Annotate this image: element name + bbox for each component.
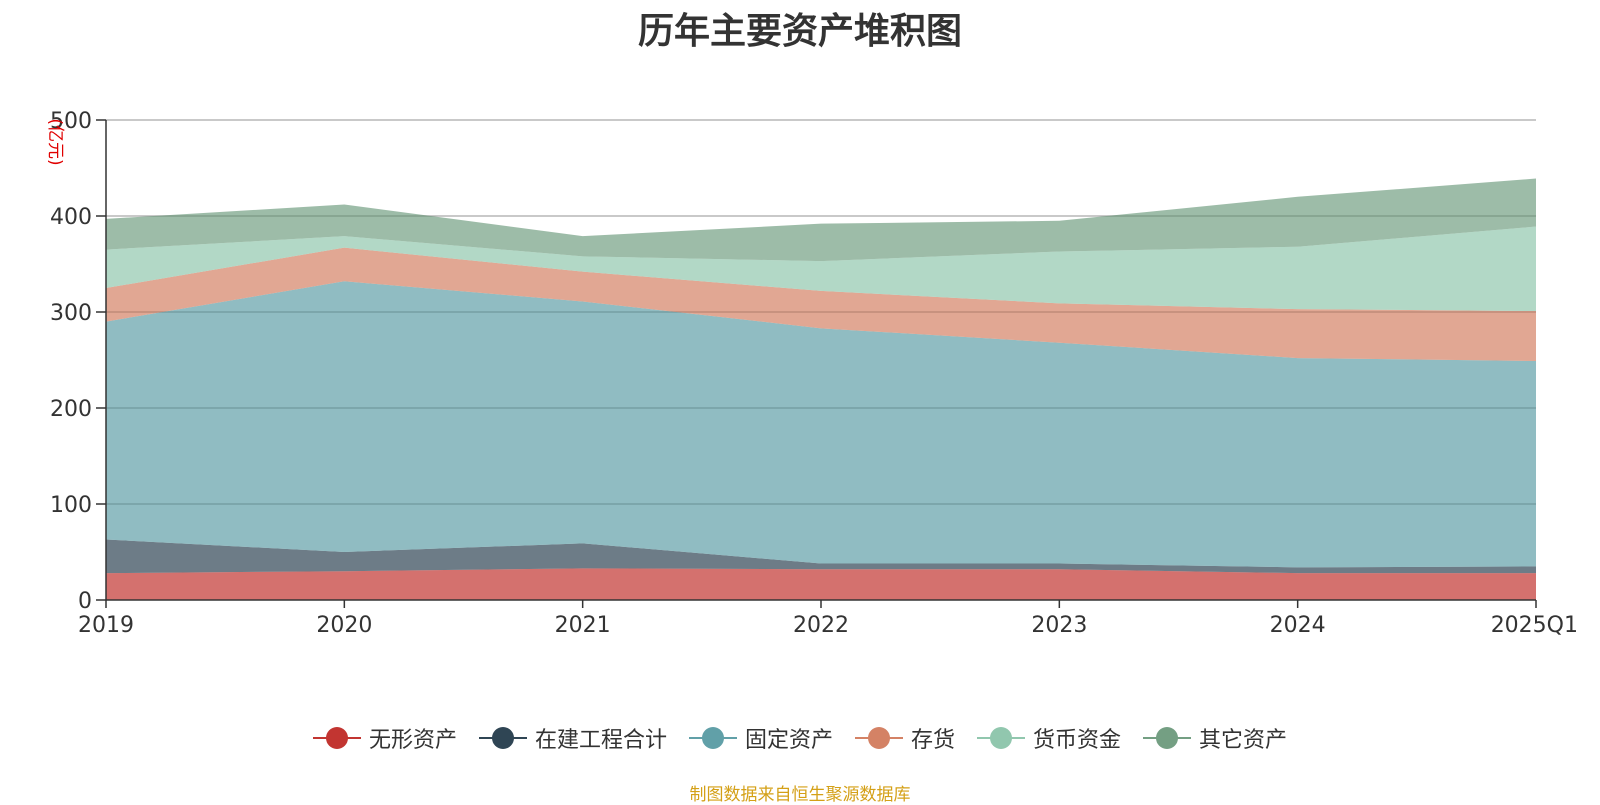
x-tick-label: 2023: [1031, 613, 1087, 638]
legend-label: 无形资产: [368, 728, 457, 753]
legend-marker-icon: [1143, 725, 1192, 751]
x-tick-label: 2021: [555, 613, 611, 638]
y-tick-label: 500: [50, 109, 92, 134]
x-tick-label: 2020: [316, 613, 372, 638]
data-source-note: 制图数据来自恒生聚源数据库: [689, 785, 911, 805]
x-tick-label: 2025Q1: [1491, 613, 1578, 638]
legend-item[interactable]: 其它资产: [1143, 722, 1287, 754]
legend-marker-icon: [855, 725, 903, 751]
legend: 无形资产 在建工程合计 固定资产 存货 货币资金 其它资产: [0, 722, 1600, 754]
chart-title: 历年主要资产堆积图: [637, 11, 962, 52]
legend-label: 在建工程合计: [534, 728, 667, 753]
legend-item[interactable]: 货币资金: [977, 722, 1121, 754]
legend-item[interactable]: 存货: [855, 722, 955, 754]
y-axis-label: (亿元): [45, 118, 65, 165]
legend-marker-icon: [977, 725, 1026, 751]
y-tick-label: 0: [78, 589, 92, 614]
axes: 0 100 200 300 400 500 2019 2020 2021 2022 2023 2024…: [50, 109, 1578, 638]
y-tick-label: 400: [50, 205, 92, 230]
y-tick-label: 200: [50, 397, 92, 422]
legend-label: 固定资产: [744, 728, 833, 753]
area-series-2: [106, 281, 1536, 568]
x-tick-label: 2024: [1270, 613, 1326, 638]
legend-item[interactable]: 固定资产: [688, 722, 833, 754]
legend-item[interactable]: 无形资产: [312, 722, 457, 754]
y-tick-label: 300: [50, 301, 92, 326]
area-series-5: [106, 178, 1536, 262]
area-series: [106, 119, 1536, 600]
area-series-0: [106, 568, 1536, 600]
area-series-3: [106, 247, 1536, 361]
area-series-1: [106, 539, 1536, 574]
legend-item[interactable]: 在建工程合计: [478, 722, 667, 754]
y-tick-label: 100: [50, 493, 92, 518]
legend-label: 货币资金: [1033, 728, 1122, 753]
x-tick-label: 2019: [78, 613, 134, 638]
legend-marker-icon: [478, 725, 527, 751]
legend-marker-icon: [312, 725, 361, 751]
legend-label: 存货: [911, 728, 956, 753]
area-series-4: [106, 226, 1536, 312]
legend-marker-icon: [688, 725, 737, 751]
x-tick-label: 2022: [793, 613, 849, 638]
legend-label: 其它资产: [1199, 728, 1288, 753]
